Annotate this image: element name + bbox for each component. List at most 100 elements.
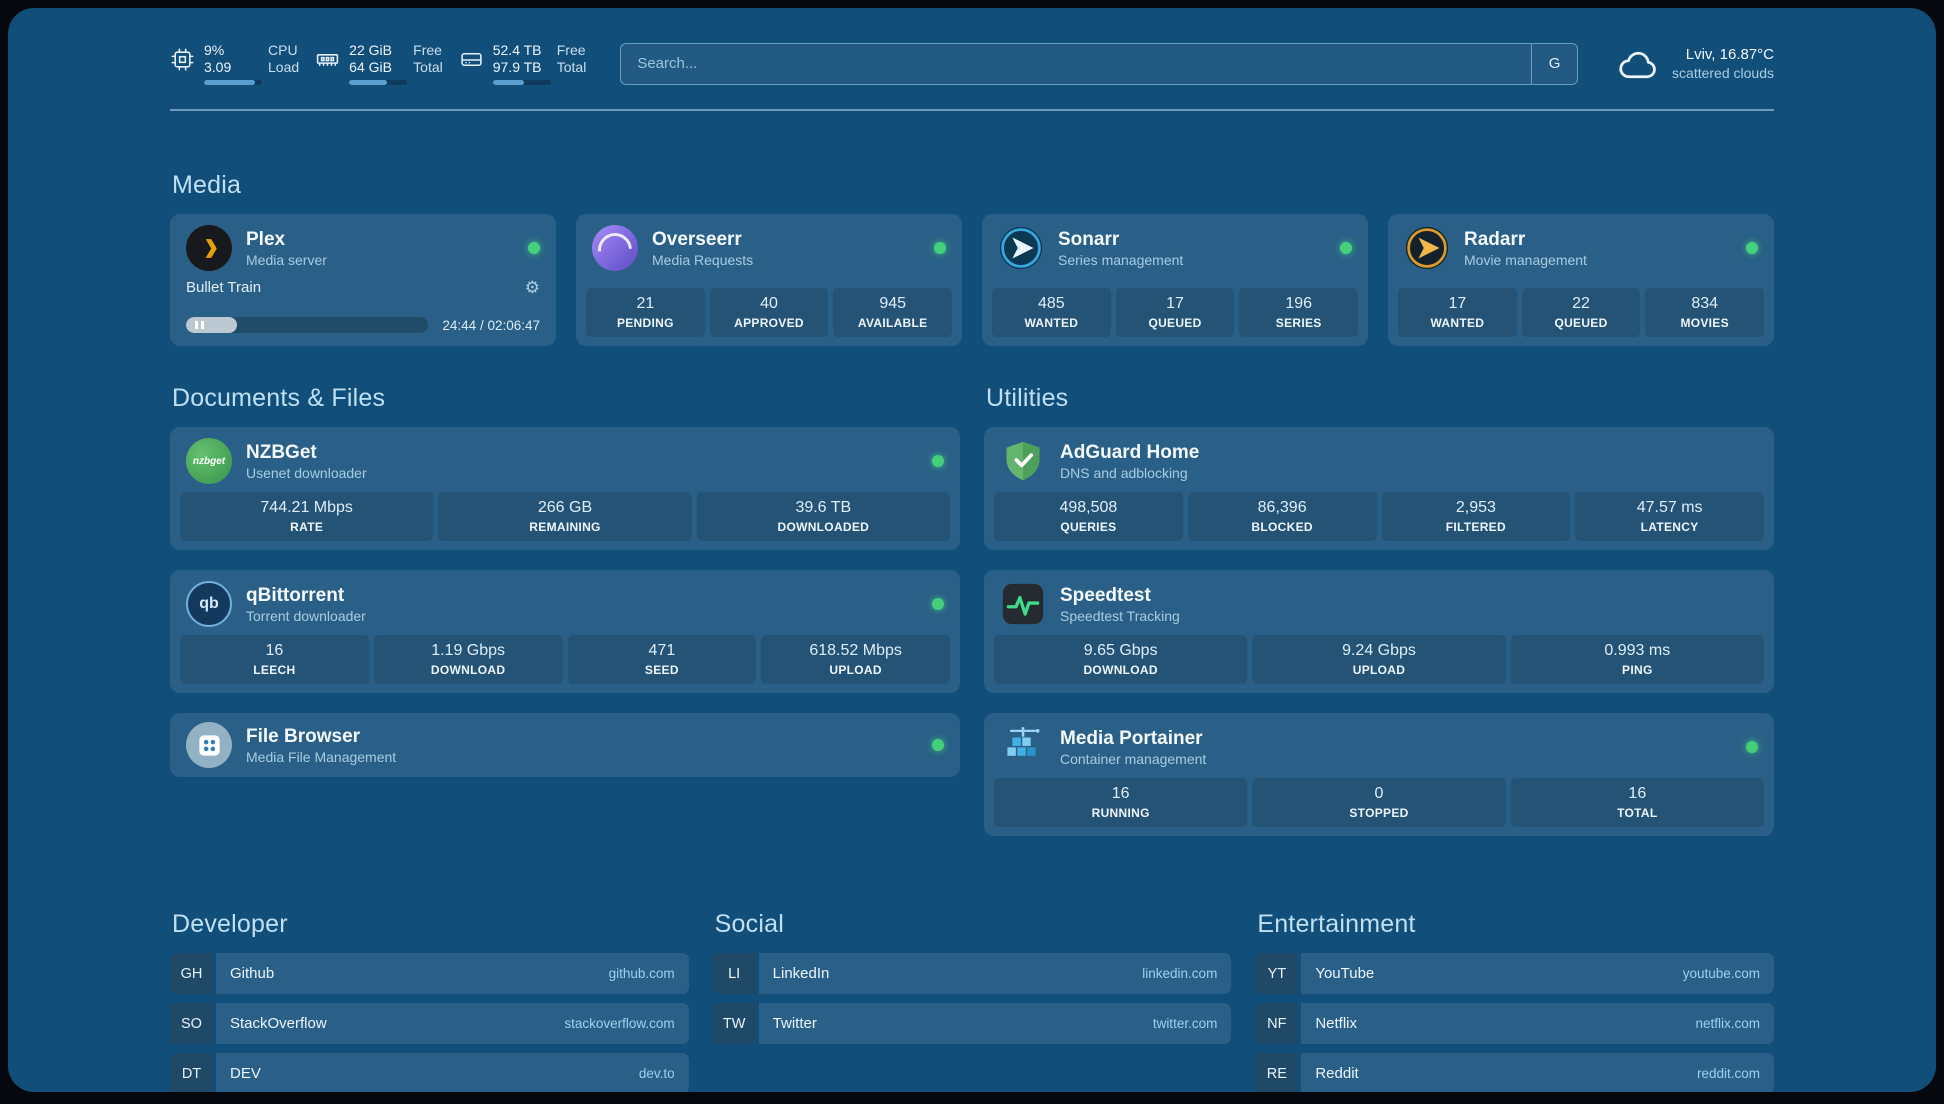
pause-icon[interactable] xyxy=(195,321,204,329)
service-name: File Browser xyxy=(246,725,361,747)
bookmark-github[interactable]: GH Github github.com xyxy=(170,953,689,994)
status-dot-online xyxy=(932,739,944,751)
stat-tile: 16 TOTAL xyxy=(1510,778,1764,827)
bookmark-domain: stackoverflow.com xyxy=(564,1016,675,1031)
status-dot-online xyxy=(528,242,540,254)
disk-free-label: Free xyxy=(556,42,586,58)
weather-widget: Lviv, 16.87°C scattered clouds xyxy=(1616,44,1774,84)
bookmark-abbr: DT xyxy=(170,1053,216,1092)
bookmark-twitter[interactable]: TW Twitter twitter.com xyxy=(712,1003,1232,1044)
memory-total-value: 64 GiB xyxy=(349,59,392,75)
nzbget-card[interactable]: nzbget NZBGet Usenet downloader 744.21 M… xyxy=(170,427,960,550)
stat-tile: 744.21 Mbps RATE xyxy=(180,492,434,541)
section-title-social: Social xyxy=(714,910,784,938)
stat-tile: 17 QUEUED xyxy=(1115,288,1235,337)
stat-tile: 471 SEED xyxy=(567,635,757,684)
radarr-icon xyxy=(1404,225,1450,271)
service-desc: Speedtest Tracking xyxy=(1060,607,1180,624)
service-desc: Series management xyxy=(1058,251,1184,268)
memory-free-value: 22 GiB xyxy=(349,42,392,58)
qbittorrent-card[interactable]: qb qBittorrent Torrent downloader 16 LEE… xyxy=(170,570,960,693)
bookmark-domain: linkedin.com xyxy=(1142,966,1218,981)
bookmark-youtube[interactable]: YT YouTube youtube.com xyxy=(1255,953,1774,994)
section-title-developer: Developer xyxy=(172,910,288,938)
radarr-card[interactable]: Radarr Movie management 17 WANTED 22 QUE… xyxy=(1388,214,1774,346)
stat-tile: 16 RUNNING xyxy=(994,778,1248,827)
topbar: 9% CPU 3.09 Load xyxy=(170,42,1774,85)
service-name: Overseerr xyxy=(652,228,742,250)
stat-tile: 485 WANTED xyxy=(992,288,1111,337)
bookmark-netflix[interactable]: NF Netflix netflix.com xyxy=(1255,1003,1774,1044)
adguard-card[interactable]: AdGuard Home DNS and adblocking 498,508 … xyxy=(984,427,1774,550)
service-desc: Media Requests xyxy=(652,251,754,268)
status-dot-online xyxy=(1746,242,1758,254)
nzbget-icon: nzbget xyxy=(186,438,232,484)
bookmark-dev[interactable]: DT DEV dev.to xyxy=(170,1053,689,1092)
disk-widget: 52.4 TB Free 97.9 TB Total xyxy=(459,42,587,85)
playback-time: 24:44 / 02:06:47 xyxy=(442,317,540,333)
bookmark-name: StackOverflow xyxy=(230,1015,327,1032)
sonarr-card[interactable]: Sonarr Series management 485 WANTED 17 Q… xyxy=(982,214,1368,346)
bookmark-abbr: TW xyxy=(712,1003,759,1044)
cpu-load-label: Load xyxy=(268,59,300,75)
service-name: Media Portainer xyxy=(1060,727,1203,749)
service-desc: Media server xyxy=(246,251,327,268)
plex-card[interactable]: Plex Media server Bullet Train ⚙ 24:4 xyxy=(170,214,556,346)
memory-free-label: Free xyxy=(413,42,442,58)
plex-icon xyxy=(186,225,232,271)
stat-tile: 21 PENDING xyxy=(586,288,705,337)
search-provider-button[interactable]: G xyxy=(1531,43,1577,84)
bookmark-linkedin[interactable]: LI LinkedIn linkedin.com xyxy=(712,953,1232,994)
bookmark-name: Reddit xyxy=(1315,1065,1359,1082)
bookmark-name: Netflix xyxy=(1315,1015,1358,1032)
bookmark-name: YouTube xyxy=(1315,965,1375,982)
service-desc: Media File Management xyxy=(246,748,397,765)
speedtest-card[interactable]: Speedtest Speedtest Tracking 9.65 Gbps D… xyxy=(984,570,1774,693)
homepage-dashboard: 9% CPU 3.09 Load xyxy=(8,8,1936,1092)
stat-tile: 945 AVAILABLE xyxy=(833,288,953,337)
search-input[interactable] xyxy=(621,55,1532,72)
weather-condition: scattered clouds xyxy=(1672,65,1774,81)
status-dot-online xyxy=(934,242,946,254)
playback-progress-bar[interactable] xyxy=(186,317,429,333)
cloud-icon xyxy=(1616,44,1660,84)
stat-tile: 1.19 Gbps DOWNLOAD xyxy=(373,635,563,684)
bookmark-stackoverflow[interactable]: SO StackOverflow stackoverflow.com xyxy=(170,1003,689,1044)
stat-tile: 22 QUEUED xyxy=(1521,288,1641,337)
bookmark-abbr: LI xyxy=(712,953,759,994)
service-desc: Usenet downloader xyxy=(246,464,367,481)
status-dot-online xyxy=(932,598,944,610)
memory-progress-bar xyxy=(349,80,408,85)
speedtest-icon xyxy=(1000,581,1046,627)
stat-tile: 9.24 Gbps UPLOAD xyxy=(1252,635,1506,684)
gear-icon[interactable]: ⚙ xyxy=(524,278,540,297)
stat-tile: 498,508 QUERIES xyxy=(994,492,1183,541)
filebrowser-card[interactable]: File Browser Media File Management xyxy=(170,713,960,777)
disk-total-label: Total xyxy=(556,59,587,75)
stat-tile: 266 GB REMAINING xyxy=(438,492,692,541)
service-desc: DNS and adblocking xyxy=(1060,464,1188,481)
now-playing-title: Bullet Train xyxy=(186,279,262,296)
service-name: qBittorrent xyxy=(246,584,345,606)
disk-total-value: 97.9 TB xyxy=(492,59,542,75)
bookmark-abbr: NF xyxy=(1255,1003,1302,1044)
section-title-media: Media xyxy=(172,171,242,199)
service-name: NZBGet xyxy=(246,441,317,463)
portainer-card[interactable]: Media Portainer Container management 16 … xyxy=(984,713,1774,836)
search-bar: G xyxy=(620,42,1579,85)
bookmark-reddit[interactable]: RE Reddit reddit.com xyxy=(1255,1053,1774,1092)
section-title-entertainment: Entertainment xyxy=(1257,910,1416,938)
portainer-icon xyxy=(1000,724,1046,770)
service-name: Radarr xyxy=(1464,228,1526,250)
cpu-icon xyxy=(170,47,195,72)
stat-tile: 17 WANTED xyxy=(1398,288,1517,337)
overseerr-card[interactable]: Overseerr Media Requests 21 PENDING 40 A… xyxy=(576,214,962,346)
bookmark-name: Twitter xyxy=(772,1015,817,1032)
stat-tile: 834 MOVIES xyxy=(1645,288,1765,337)
status-dot-online xyxy=(932,455,944,467)
cpu-usage-value: 9% xyxy=(204,42,225,58)
adguard-shield-icon xyxy=(1000,438,1046,484)
documents-section: Documents & Files nzbget NZBGet Usenet d… xyxy=(170,384,960,856)
topbar-divider xyxy=(170,109,1774,111)
service-desc: Torrent downloader xyxy=(246,607,366,624)
